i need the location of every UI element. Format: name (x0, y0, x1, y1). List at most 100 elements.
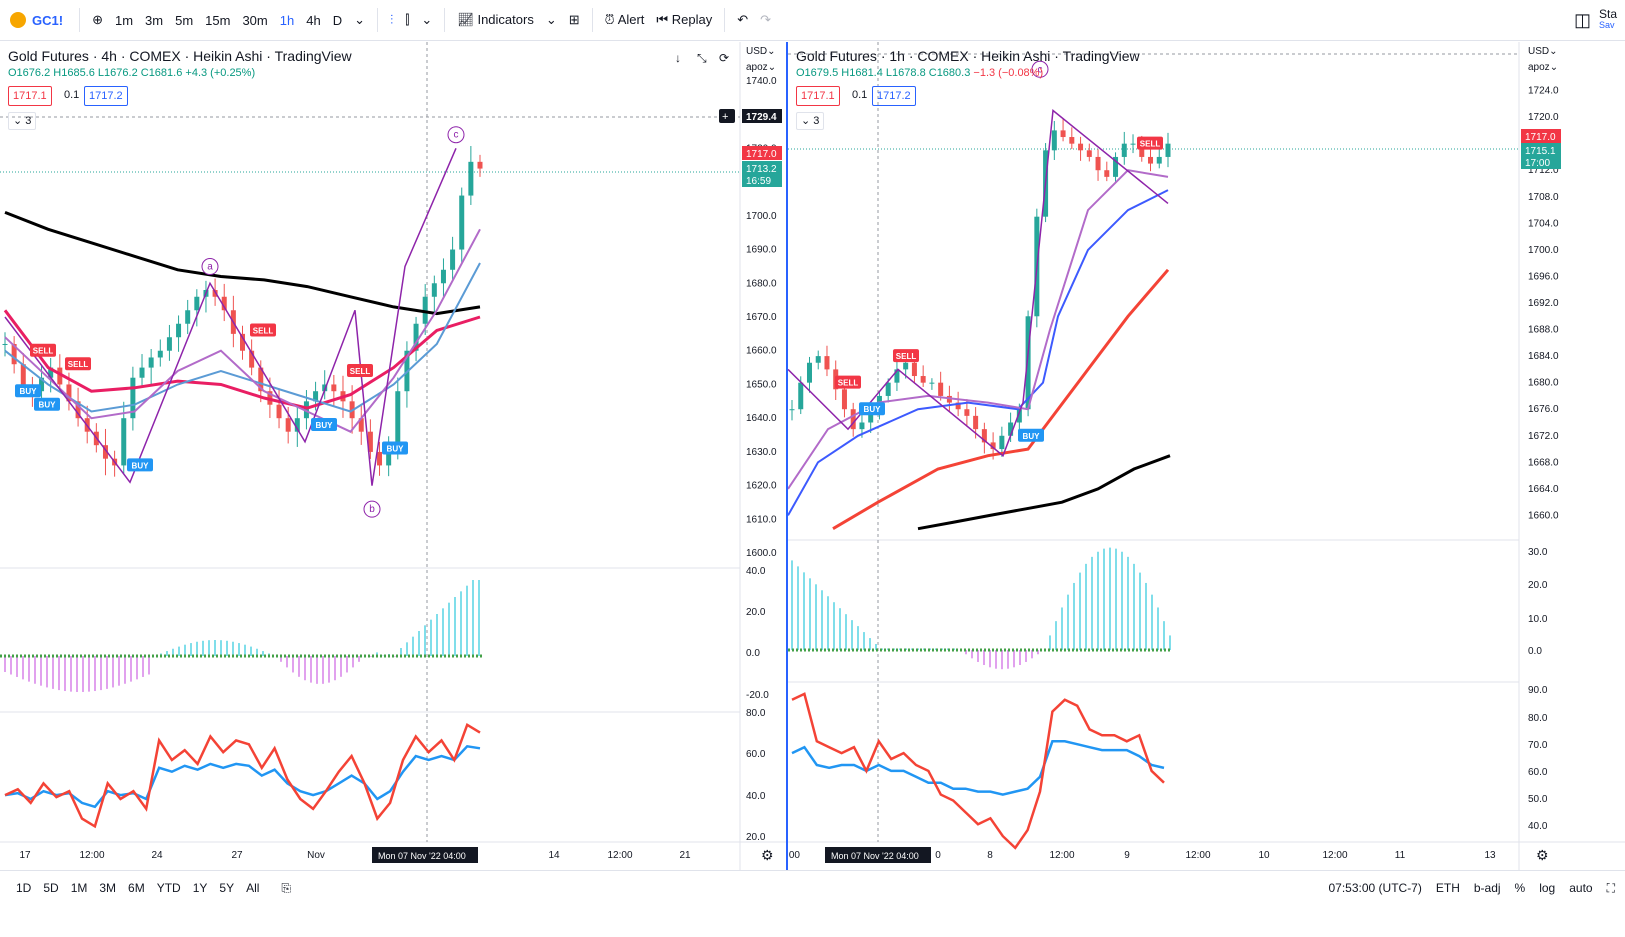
redo-icon[interactable]: ↷ (760, 12, 772, 27)
signal-label: SELL (1140, 140, 1161, 149)
candle-body (1025, 316, 1031, 410)
candle-body (1086, 150, 1092, 157)
add-symbol-icon[interactable]: ⊕ (92, 12, 103, 27)
right-chart-canvas[interactable]: 1724.01720.01716.01712.01708.01704.01700… (788, 42, 1625, 899)
maximize-icon: ⤡ (697, 51, 707, 65)
spread-value: 0.1 (852, 89, 868, 101)
interval-1m[interactable]: 1m (114, 12, 134, 28)
templates-icon[interactable]: ⊞ (568, 12, 580, 27)
candle-body (176, 323, 182, 338)
ask-price-button[interactable]: 1717.2 (84, 86, 128, 106)
price-tick-label: 1740.0 (746, 76, 777, 87)
scale-mode-selector[interactable]: apoz⌄ (746, 62, 777, 73)
candle-body (185, 310, 191, 324)
bid-price-button[interactable]: 1717.1 (8, 86, 52, 106)
undo-icon[interactable]: ↶ (737, 12, 749, 27)
percent-scale-toggle[interactable]: % (1514, 881, 1526, 895)
chevron-down-icon[interactable]: ⌄ (354, 12, 365, 27)
rsi-tick-label: 60.0 (746, 749, 766, 760)
alert-button[interactable]: ⏰︎ Alert (599, 12, 651, 28)
bar-style-icon[interactable]: ⫶ (389, 12, 394, 27)
change-value: −1.3 (−0.08%) (973, 67, 1044, 79)
candle-body (39, 377, 45, 392)
collapse-indicators-button[interactable]: ⌄ 3 (8, 112, 37, 130)
indicators-button[interactable]: 📈︎ Indicators (451, 12, 540, 28)
candle-body (885, 382, 891, 396)
candle-body (194, 296, 200, 311)
currency-label: USD (1528, 46, 1550, 57)
candle-body (903, 362, 909, 370)
layout-icon[interactable]: ◫ (1573, 9, 1591, 30)
rsi-tick-label: 40.0 (746, 791, 766, 802)
range-6m[interactable]: 6M (128, 881, 145, 895)
session-toggle[interactable]: ETH (1435, 881, 1460, 895)
save-button[interactable]: Sta Sav (1598, 7, 1617, 31)
interval-30m[interactable]: 30m (242, 12, 268, 28)
divider (79, 8, 81, 32)
interval-5m[interactable]: 5m (175, 12, 194, 28)
signal-tag (15, 384, 41, 398)
candle-body (868, 409, 874, 423)
auto-scale-toggle[interactable]: auto (1569, 881, 1593, 895)
chevron-down-icon[interactable]: ⌄ (545, 12, 557, 27)
plus-icon: + (722, 111, 728, 123)
range-1d[interactable]: 1D (16, 881, 32, 895)
scale-mode-selector[interactable]: apoz⌄ (1528, 62, 1559, 73)
range-5y[interactable]: 5Y (219, 881, 235, 895)
right-chart-pane[interactable]: 1724.01720.01716.01712.01708.01704.01700… (788, 42, 1625, 899)
interval-4h[interactable]: 4h (306, 12, 321, 28)
open-value: O1676.2 (8, 67, 51, 79)
range-1y[interactable]: 1Y (192, 881, 208, 895)
interval-d[interactable]: D (332, 12, 343, 28)
signal-label: SELL (68, 360, 89, 369)
chevron-down-icon[interactable]: ⌄ (421, 12, 433, 27)
price-tick-label: 1680.0 (1528, 378, 1559, 389)
adjustment-toggle[interactable]: b-adj (1473, 881, 1501, 895)
interval-3m[interactable]: 3m (145, 12, 164, 28)
candle-body (358, 418, 364, 432)
candle-body (450, 249, 456, 270)
candle-style-icon[interactable]: ⫿ (405, 12, 410, 27)
ema-mid-line (832, 268, 1170, 530)
candle-body (894, 369, 900, 383)
symbol-search[interactable]: GC1! (0, 12, 73, 28)
signal-label: BUY (1023, 432, 1041, 441)
currency-selector[interactable]: USD⌄ (746, 46, 776, 57)
bid-price-button[interactable]: 1717.1 (796, 86, 840, 106)
ask-price-button[interactable]: 1717.2 (872, 86, 916, 106)
signal-label: SELL (896, 352, 917, 361)
low-value: L1678.8 (885, 67, 926, 79)
currency-selector[interactable]: USD⌄ (1528, 46, 1558, 57)
wave-label: a (207, 262, 213, 273)
range-all[interactable]: All (246, 881, 260, 895)
candle-body (920, 376, 926, 383)
fullscreen-icon[interactable]: ⛶ (1606, 880, 1615, 895)
signal-label: SELL (253, 326, 274, 335)
clock-time[interactable]: 07:53:00 (UTC-7) (1328, 881, 1422, 895)
replay-label: Replay (671, 12, 713, 27)
ema-mid-line (3, 309, 481, 410)
range-3m[interactable]: 3M (99, 881, 117, 895)
indicators-label: Indicators (477, 12, 534, 27)
rsi-tick-label: 80.0 (746, 708, 766, 719)
date-range-icon[interactable]: ⎘ (281, 880, 292, 895)
collapse-indicators-button[interactable]: ⌄ 3 (796, 112, 825, 130)
save-label: Sta (1598, 7, 1617, 21)
range-ytd[interactable]: YTD (156, 881, 181, 895)
range-5d[interactable]: 5D (43, 881, 59, 895)
range-1m[interactable]: 1M (70, 881, 88, 895)
rsi-tick-label: 90.0 (1528, 685, 1548, 696)
left-chart-pane[interactable]: 1740.0 17 20.0 1700.0 1690.0 1680.0 1670.0 1660… (0, 42, 786, 899)
time-cursor-tag (372, 847, 478, 863)
pane-divider[interactable] (786, 42, 788, 870)
log-scale-toggle[interactable]: log (1539, 881, 1556, 895)
replay-button[interactable]: ⏮︎ Replay (650, 12, 718, 28)
bottom-right-controls: 07:53:00 (UTC-7) ETH b-adj % log auto ⛶ (1328, 881, 1615, 896)
time-cursor-label: Mon 07 Nov '22 04:00 (378, 851, 466, 861)
interval-1h[interactable]: 1h (279, 12, 295, 28)
left-chart-canvas[interactable]: 1740.0 17 20.0 1700.0 1690.0 1680.0 1670.0 1660… (0, 42, 786, 899)
interval-15m[interactable]: 15m (205, 12, 231, 28)
candle-body (1156, 156, 1162, 164)
time-tick-label: 10 (1258, 850, 1270, 861)
wave-label-circle (1031, 60, 1049, 78)
